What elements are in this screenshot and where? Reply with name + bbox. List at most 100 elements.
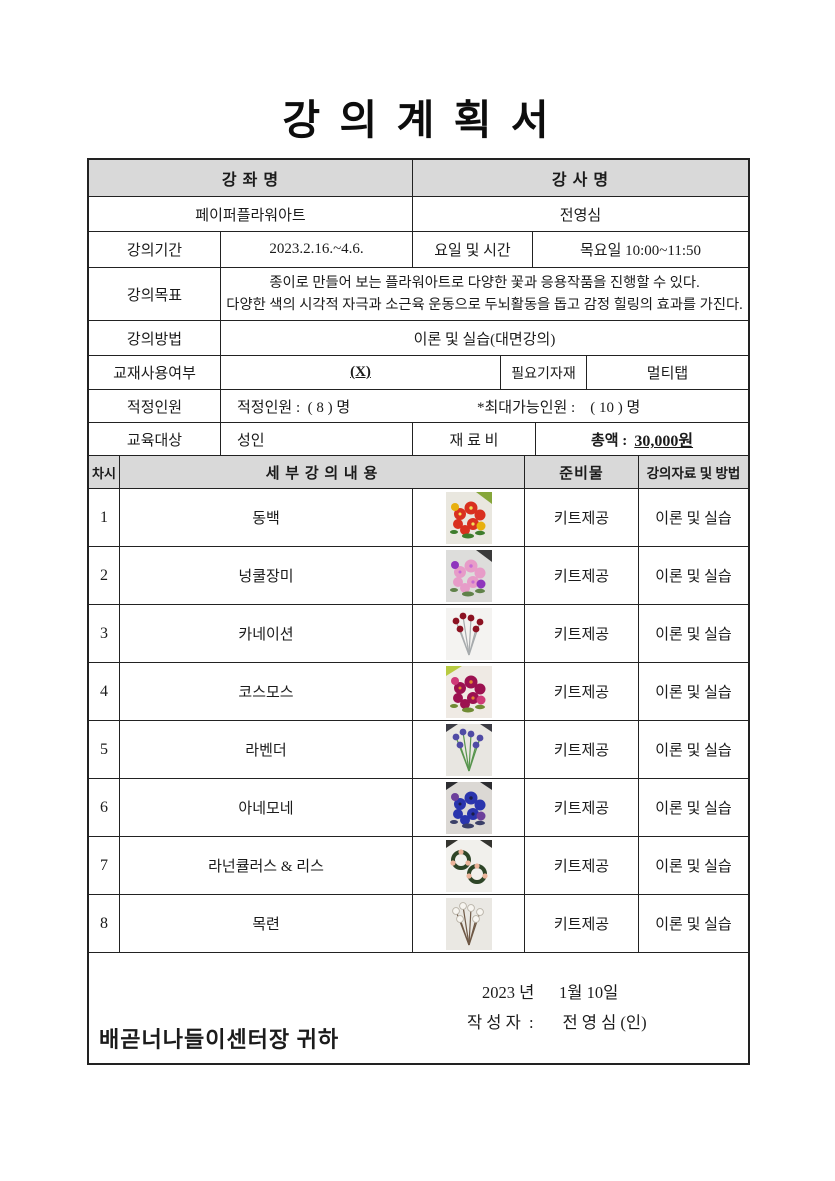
session-number: 3 [100, 624, 108, 642]
session-method: 이론 및 실습 [638, 895, 748, 952]
table-row: 적정인원 적정인원 : ( 8 ) 명 *최대가능인원 : ( 10 ) 명 [89, 389, 748, 422]
table-row: 강의방법 이론 및 실습(대면강의) [89, 320, 748, 355]
table-row: 강 좌 명 강 사 명 [89, 160, 748, 196]
session-materials: 키트제공 [524, 605, 638, 662]
table-row: 교육대상 성인 재 료 비 총액 : 30,000원 [89, 422, 748, 455]
session-photo-cell [412, 663, 524, 720]
session-method: 이론 및 실습 [638, 489, 748, 546]
session-photo-cell [412, 837, 524, 894]
lavender-photo [445, 723, 492, 776]
equipment-value: 멀티탭 [586, 356, 748, 389]
goal-line-2: 다양한 색의 시각적 자극과 소근육 운동으로 두뇌활동을 돕고 감정 힐링의 … [226, 297, 743, 313]
session-materials: 키트제공 [524, 837, 638, 894]
session-number: 6 [100, 798, 108, 816]
fee-cell: 총액 : 30,000원 [535, 423, 748, 455]
session-photo-cell [412, 895, 524, 952]
session-topic: 라벤더 [119, 721, 412, 778]
plan-table: 강 좌 명 강 사 명 페이퍼플라워아트 전영심 강의기간 2023.2.16.… [87, 158, 750, 1065]
session-header-row: 차시 세 부 강 의 내 용 준비물 강의자료 및 방법 [89, 455, 748, 488]
cosmos-photo [445, 665, 492, 718]
session-number: 8 [100, 914, 108, 932]
camellia-photo [445, 491, 492, 544]
session-row: 5 라벤더 키트제공 이론 및 실습 [89, 720, 748, 778]
target-label: 교육대상 [126, 432, 183, 449]
capacity-max-value: *최대가능인원 : ( 10 ) 명 [477, 399, 641, 416]
written-date: 2023 년 1월 10일 [482, 983, 619, 1002]
fee-total-value: 30,000원 [634, 433, 694, 450]
equipment-label: 필요기자재 [500, 356, 586, 389]
session-topic: 카네이션 [119, 605, 412, 662]
session-method: 이론 및 실습 [638, 721, 748, 778]
session-photo-cell [412, 605, 524, 662]
session-materials: 키트제공 [524, 489, 638, 546]
capacity-cell: 적정인원 : ( 8 ) 명 *최대가능인원 : ( 10 ) 명 [220, 390, 748, 422]
capacity-value: 적정인원 : ( 8 ) 명 [237, 399, 351, 416]
session-topic: 목련 [119, 895, 412, 952]
carnation-photo [445, 607, 492, 660]
footer-cell: 2023 년 1월 10일 작 성 자 : 전 영 심 (인) 배곧너나들이센터… [89, 953, 748, 1063]
recipient: 배곧너나들이센터장 귀하 [99, 1027, 340, 1052]
session-topic: 넝쿨장미 [119, 547, 412, 604]
session-rows: 1 동백 키트제공 이론 및 실습 2 넝쿨장미 키트제공 이론 및 실습 3 … [89, 488, 748, 952]
author-line: 작 성 자 : 전 영 심 (인) [467, 1013, 647, 1032]
session-topic: 라넌큘러스 & 리스 [119, 837, 412, 894]
daytime-label: 요일 및 시간 [412, 232, 532, 267]
session-method-header: 강의자료 및 방법 [638, 456, 748, 488]
session-topic: 아네모네 [119, 779, 412, 836]
table-row: 교재사용여부 (X) 필요기자재 멀티탭 [89, 355, 748, 389]
session-photo-cell [412, 547, 524, 604]
session-method: 이론 및 실습 [638, 663, 748, 720]
session-photo-cell [412, 779, 524, 836]
session-row: 1 동백 키트제공 이론 및 실습 [89, 488, 748, 546]
session-number: 1 [100, 508, 108, 526]
ranunculus-wreath-photo [445, 839, 492, 892]
footer-row: 2023 년 1월 10일 작 성 자 : 전 영 심 (인) 배곧너나들이센터… [89, 952, 748, 1063]
anemone-photo [445, 781, 492, 834]
session-topic: 코스모스 [119, 663, 412, 720]
goal-label: 강의목표 [126, 287, 183, 304]
session-number: 7 [100, 856, 108, 874]
table-row: 강의기간 2023.2.16.~4.6. 요일 및 시간 목요일 10:00~1… [89, 231, 748, 267]
session-materials: 키트제공 [524, 779, 638, 836]
session-photo-cell [412, 721, 524, 778]
method-value: 이론 및 실습(대면강의) [220, 321, 748, 355]
vine-rose-photo [445, 549, 492, 602]
session-method: 이론 및 실습 [638, 779, 748, 836]
daytime-value: 목요일 10:00~11:50 [532, 232, 748, 267]
course-name-value: 페이퍼플라워아트 [195, 207, 306, 224]
session-topic: 동백 [119, 489, 412, 546]
instructor-header: 강 사 명 [412, 160, 748, 196]
course-name-header: 강 좌 명 [89, 160, 412, 196]
session-method: 이론 및 실습 [638, 837, 748, 894]
period-value: 2023.2.16.~4.6. [220, 232, 412, 267]
table-row: 강의목표 종이로 만들어 보는 플라워아트로 다양한 꽃과 응용작품을 진행할 … [89, 267, 748, 320]
session-materials: 키트제공 [524, 547, 638, 604]
session-materials: 키트제공 [524, 721, 638, 778]
fee-total-label: 총액 : [590, 432, 628, 449]
session-row: 8 목련 키트제공 이론 및 실습 [89, 894, 748, 952]
capacity-label: 적정인원 [126, 399, 183, 416]
textbook-value: (X) [350, 364, 371, 380]
target-value: 성인 [220, 423, 412, 455]
magnolia-photo [445, 897, 492, 950]
session-method: 이론 및 실습 [638, 547, 748, 604]
page-title: 강 의 계 획 서 [282, 97, 553, 143]
goal-line-1: 종이로 만들어 보는 플라워아트로 다양한 꽃과 응용작품을 진행할 수 있다. [269, 274, 700, 291]
session-number: 2 [100, 566, 108, 584]
session-method: 이론 및 실습 [638, 605, 748, 662]
session-row: 4 코스모스 키트제공 이론 및 실습 [89, 662, 748, 720]
session-row: 6 아네모네 키트제공 이론 및 실습 [89, 778, 748, 836]
period-label: 강의기간 [126, 243, 183, 259]
session-no-header: 차시 [89, 456, 119, 488]
session-photo-cell [412, 489, 524, 546]
session-number: 5 [100, 740, 108, 758]
table-row: 페이퍼플라워아트 전영심 [89, 196, 748, 231]
fee-label: 재 료 비 [412, 423, 535, 455]
session-materials: 키트제공 [524, 663, 638, 720]
session-row: 3 카네이션 키트제공 이론 및 실습 [89, 604, 748, 662]
session-materials-header: 준비물 [524, 456, 638, 488]
session-row: 7 라넌큘러스 & 리스 키트제공 이론 및 실습 [89, 836, 748, 894]
session-row: 2 넝쿨장미 키트제공 이론 및 실습 [89, 546, 748, 604]
session-materials: 키트제공 [524, 895, 638, 952]
